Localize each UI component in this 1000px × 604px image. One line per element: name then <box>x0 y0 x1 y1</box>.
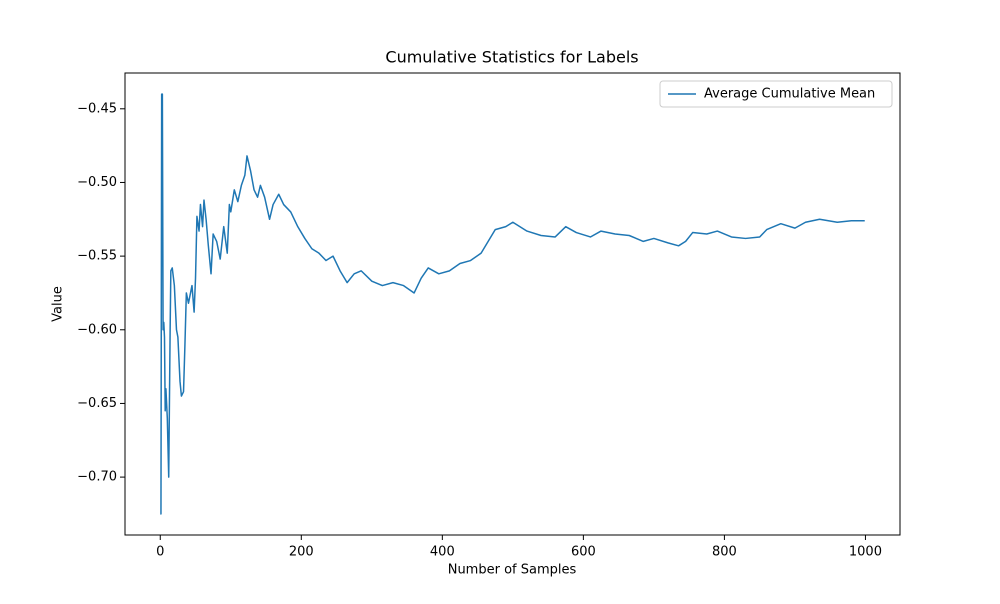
x-axis-label: Number of Samples <box>448 563 577 578</box>
y-axis-label: Value <box>51 286 66 322</box>
x-tick-label: 200 <box>289 545 314 560</box>
y-tick-label: −0.50 <box>77 175 117 190</box>
plot-frame <box>124 72 901 536</box>
x-tick-label: 400 <box>430 545 455 560</box>
y-tick-label: −0.45 <box>77 101 117 116</box>
chart-title: Cumulative Statistics for Labels <box>385 48 638 67</box>
legend-box <box>659 80 893 108</box>
y-tick-label: −0.65 <box>77 396 117 411</box>
legend-label: Average Cumulative Mean <box>704 87 875 102</box>
y-tick-label: −0.60 <box>77 322 117 337</box>
x-tick-label: 1000 <box>849 545 882 560</box>
x-tick-label: 800 <box>712 545 737 560</box>
x-tick-label: 600 <box>571 545 596 560</box>
y-tick-label: −0.55 <box>77 249 117 264</box>
y-tick-label: −0.70 <box>77 470 117 485</box>
x-tick-label: 0 <box>156 545 164 560</box>
data-line <box>160 93 865 515</box>
